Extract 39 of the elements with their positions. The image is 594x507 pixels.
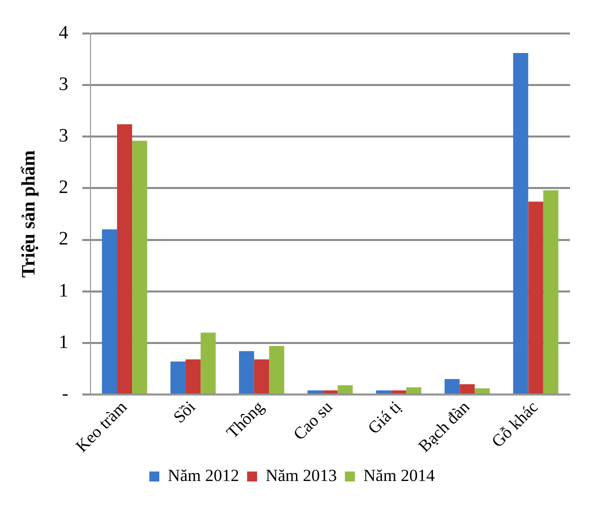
bar xyxy=(376,390,392,394)
bar xyxy=(102,229,118,394)
bar xyxy=(338,385,353,394)
y-tick-label: 1 xyxy=(58,332,68,353)
bar xyxy=(391,390,406,394)
bar xyxy=(186,359,201,394)
y-tick-label: 1 xyxy=(58,280,68,302)
bar xyxy=(170,362,186,394)
y-tick-label: - xyxy=(62,384,68,404)
y-tick-label: 3 xyxy=(58,126,68,147)
bar xyxy=(513,53,528,394)
x-tick-label: Keo tràm xyxy=(72,397,131,456)
y-tick-label: 2 xyxy=(58,228,68,250)
bar xyxy=(117,124,132,394)
y-tick-label: 4 xyxy=(58,22,69,44)
x-tick-label: Giá tị xyxy=(364,397,405,438)
bar xyxy=(200,332,216,394)
bar xyxy=(474,388,490,394)
bar xyxy=(239,351,254,394)
legend-label: Năm 2013 xyxy=(266,466,337,485)
bar xyxy=(460,384,475,394)
bar xyxy=(132,140,148,394)
bar xyxy=(308,390,323,394)
bar xyxy=(543,190,558,394)
x-tick-label: Cao su xyxy=(290,396,336,444)
bar xyxy=(444,379,460,394)
x-tick-label: Bạch đàn xyxy=(414,396,474,456)
y-tick-label: 3 xyxy=(58,74,68,95)
legend-label: Năm 2014 xyxy=(363,466,436,485)
x-tick-label: Sồi xyxy=(170,397,200,427)
x-tick-label: Gỗ khác xyxy=(488,396,542,452)
y-axis-title: Triệu sản phẩm xyxy=(18,150,40,278)
bar xyxy=(322,390,338,394)
bar xyxy=(269,346,284,394)
legend-label: Năm 2012 xyxy=(168,466,240,485)
bar xyxy=(254,359,270,394)
bar xyxy=(406,387,422,394)
bar xyxy=(528,202,544,394)
y-tick-label: 2 xyxy=(58,177,68,198)
